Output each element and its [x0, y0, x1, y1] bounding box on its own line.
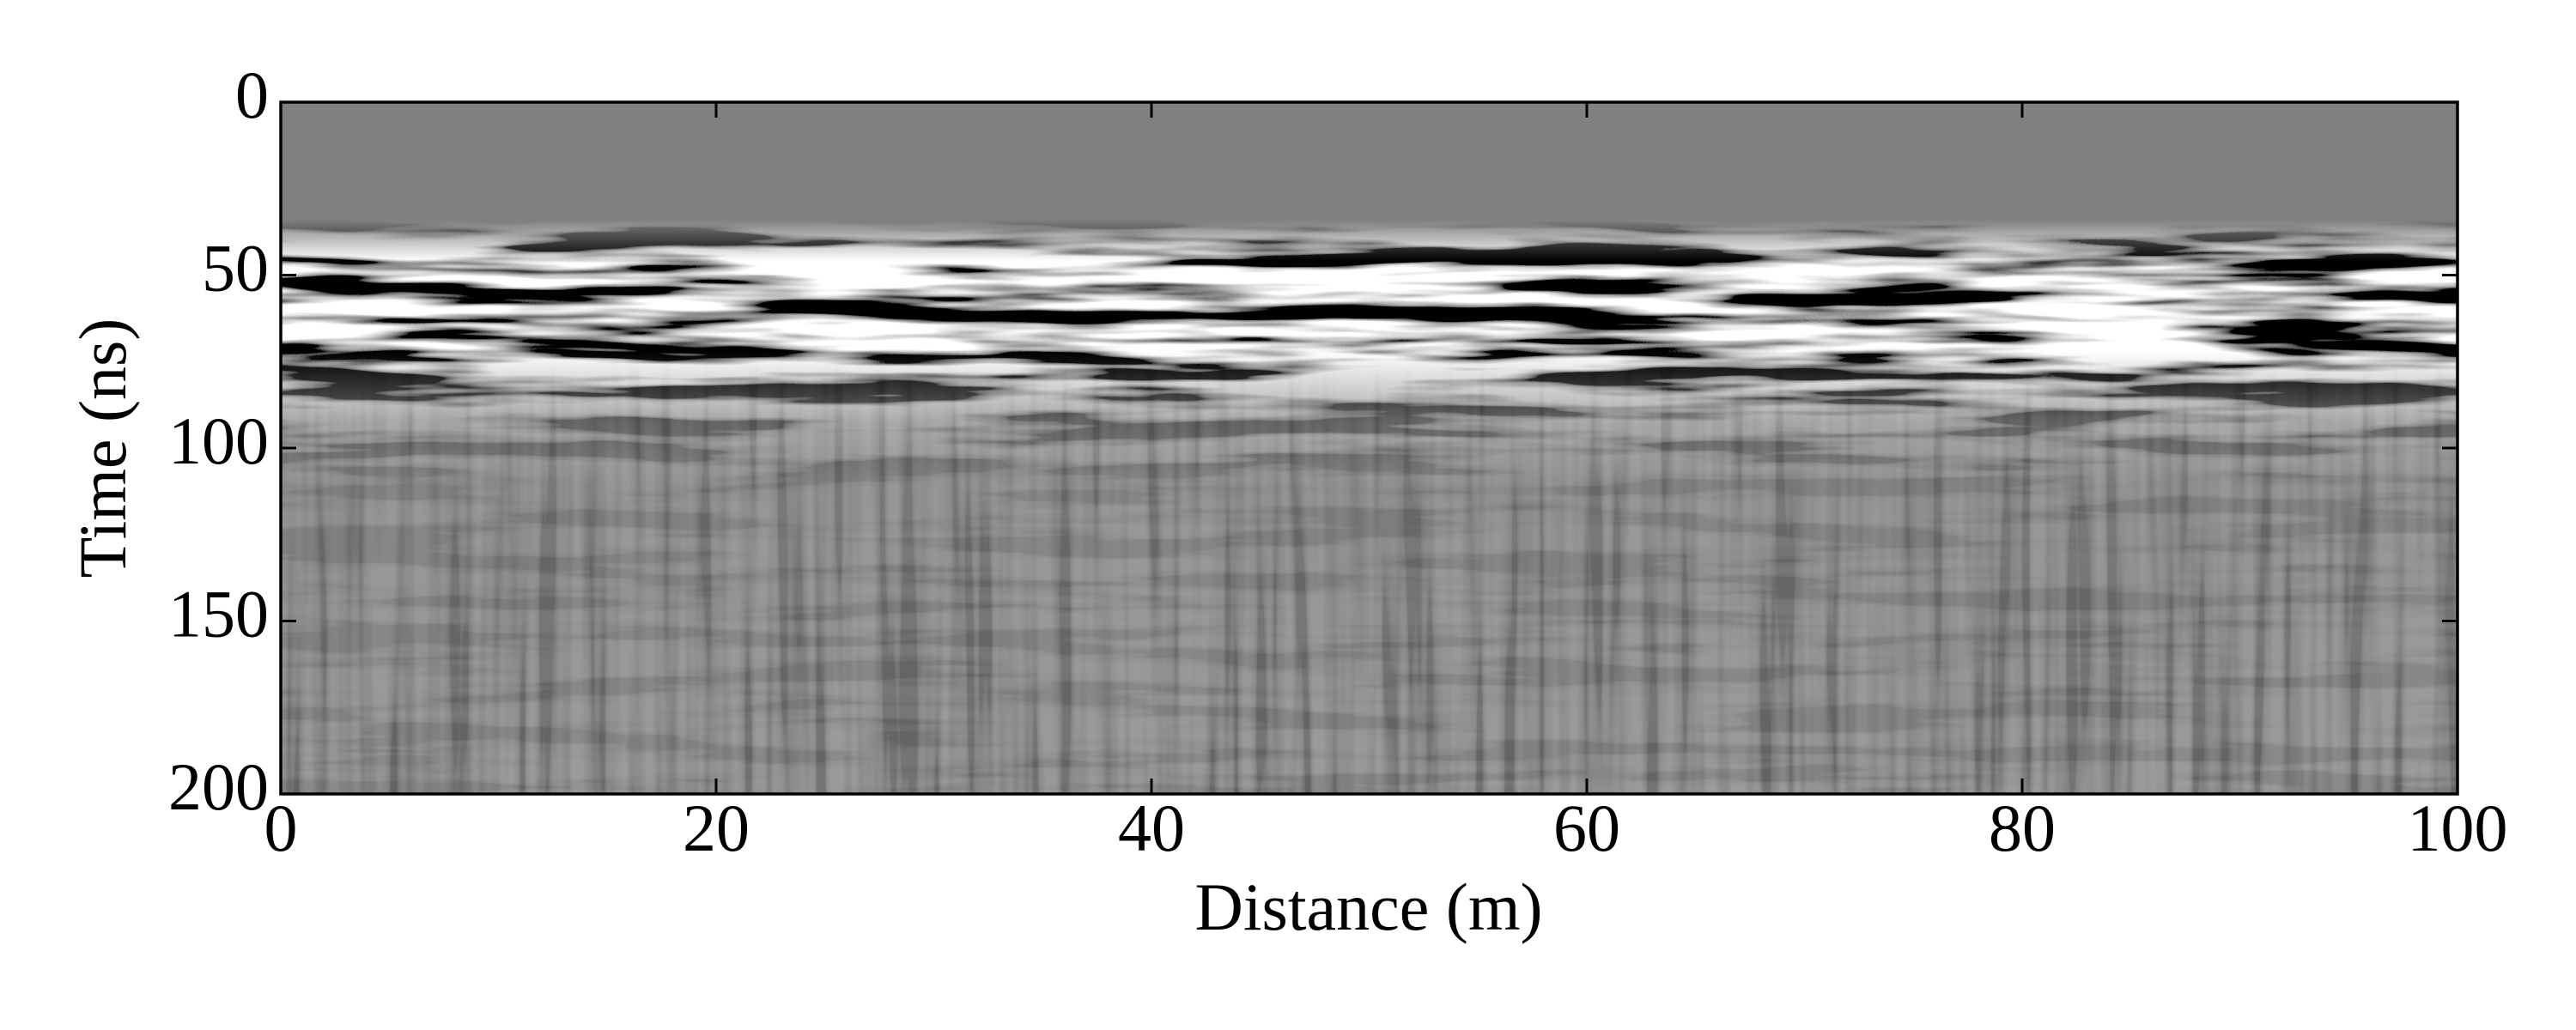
y-tick-label: 200	[168, 749, 269, 824]
x-tick-label: 60	[1553, 791, 1620, 865]
x-tick-label: 80	[1989, 791, 2056, 865]
y-tick-label: 0	[235, 58, 269, 132]
y-axis-label: Time (ns)	[65, 318, 140, 579]
x-tick-label: 100	[2408, 791, 2508, 865]
x-tick-label: 20	[683, 791, 750, 865]
x-tick-label: 40	[1118, 791, 1185, 865]
x-tick-label: 0	[264, 791, 298, 865]
radargram-reflections	[281, 102, 2458, 794]
y-tick-label: 150	[168, 576, 269, 651]
y-tick-label: 50	[202, 230, 269, 305]
radargram	[279, 100, 2459, 796]
x-axis-label: Distance (m)	[1194, 869, 1542, 944]
y-tick-label: 100	[168, 403, 269, 478]
